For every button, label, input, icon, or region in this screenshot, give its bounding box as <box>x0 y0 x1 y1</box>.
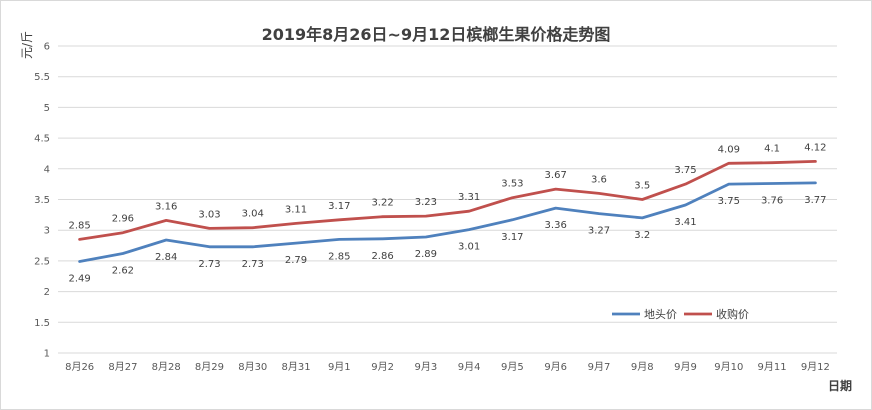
data-label: 3.17 <box>328 201 350 212</box>
data-label: 3.77 <box>804 195 826 206</box>
x-tick-label: 9月6 <box>544 361 567 373</box>
data-label: 2.86 <box>371 251 393 262</box>
data-label: 4.12 <box>804 142 826 153</box>
x-tick-label: 9月2 <box>371 361 394 373</box>
data-label: 4.09 <box>718 144 740 155</box>
data-label: 2.62 <box>112 266 134 277</box>
x-tick-label: 9月5 <box>501 361 524 373</box>
data-label: 2.73 <box>242 259 264 270</box>
x-tick-label: 8月30 <box>238 361 267 373</box>
data-label: 3.27 <box>588 226 610 237</box>
x-tick-label: 9月3 <box>414 361 437 373</box>
data-label: 3.31 <box>458 192 480 203</box>
data-label: 2.85 <box>69 220 91 231</box>
x-axis-label: 日期 <box>828 378 852 393</box>
x-tick-label: 8月28 <box>152 361 181 373</box>
y-tick-label: 3 <box>44 226 50 237</box>
y-tick-label: 6 <box>44 42 50 53</box>
data-label: 3.5 <box>634 181 650 192</box>
x-tick-label: 9月8 <box>631 361 654 373</box>
y-tick-label: 4.5 <box>34 134 50 145</box>
y-tick-label: 5.5 <box>34 72 50 83</box>
data-label: 2.73 <box>198 259 220 270</box>
x-tick-label: 9月9 <box>674 361 697 373</box>
y-tick-label: 5 <box>44 103 50 114</box>
y-tick-label: 1 <box>44 349 50 360</box>
data-label: 4.1 <box>764 144 780 155</box>
data-label: 3.04 <box>242 209 264 220</box>
series-line-1 <box>78 181 817 263</box>
y-tick-label: 2.5 <box>34 256 50 267</box>
data-label: 3.67 <box>545 170 567 181</box>
series-line-2 <box>78 159 817 241</box>
y-tick-label: 3.5 <box>34 195 50 206</box>
data-label: 3.23 <box>415 197 437 208</box>
data-label: 3.53 <box>501 179 523 190</box>
data-label: 2.85 <box>328 251 350 262</box>
x-tick-label: 9月4 <box>458 361 481 373</box>
data-label: 3.2 <box>634 230 650 241</box>
y-tick-label: 4 <box>44 164 50 175</box>
data-label: 3.36 <box>545 220 567 231</box>
data-label: 3.41 <box>674 217 696 228</box>
data-label: 2.79 <box>285 255 307 266</box>
data-label: 3.75 <box>718 196 740 207</box>
y-tick-label: 1.5 <box>34 318 50 329</box>
data-label: 2.96 <box>112 214 134 225</box>
x-tick-label: 9月1 <box>328 361 351 373</box>
x-tick-label: 9月11 <box>758 361 787 373</box>
data-label: 3.17 <box>501 232 523 243</box>
y-tick-label: 2 <box>44 287 50 298</box>
data-label: 3.16 <box>155 201 177 212</box>
data-label: 3.22 <box>371 198 393 209</box>
y-axis-label: 元/斤 <box>20 31 34 59</box>
chart-title: 2019年8月26日~9月12日槟榔生果价格走势图 <box>262 25 611 44</box>
x-tick-label: 8月27 <box>108 361 137 373</box>
legend-label-2: 收购价 <box>716 307 749 321</box>
x-tick-label: 9月12 <box>801 361 830 373</box>
x-tick-label: 8月29 <box>195 361 224 373</box>
legend-label-1: 地头价 <box>644 308 677 321</box>
data-label: 3.11 <box>285 204 307 215</box>
data-label: 3.75 <box>674 165 696 176</box>
data-label: 3.03 <box>198 209 220 220</box>
data-label: 2.84 <box>155 252 177 263</box>
x-tick-label: 8月26 <box>65 361 94 373</box>
x-tick-label: 8月31 <box>281 361 310 373</box>
data-label: 2.49 <box>69 274 91 285</box>
x-tick-label: 9月7 <box>588 361 611 373</box>
data-label: 3.6 <box>591 174 607 185</box>
data-label: 3.01 <box>458 242 480 253</box>
data-label: 3.76 <box>761 196 783 207</box>
x-tick-label: 9月10 <box>714 361 743 373</box>
data-label: 2.89 <box>415 249 437 260</box>
